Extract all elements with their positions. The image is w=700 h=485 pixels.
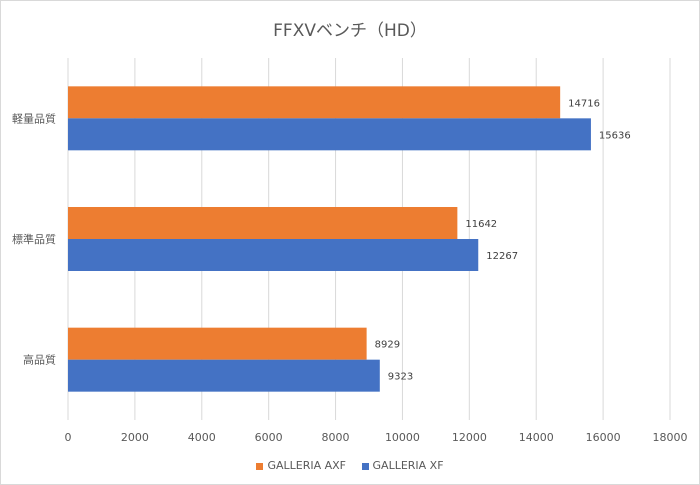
bar xyxy=(68,86,561,119)
data-label: 9323 xyxy=(388,372,413,383)
legend: GALLERIA AXF GALLERIA XF xyxy=(0,459,700,472)
x-tick-label: 2000 xyxy=(121,431,149,444)
bar xyxy=(68,327,367,360)
x-tick-label: 14000 xyxy=(519,431,554,444)
legend-swatch-axf xyxy=(256,462,264,470)
legend-label-xf: GALLERIA XF xyxy=(372,459,444,472)
chart-title: FFXVベンチ（HD） xyxy=(273,21,427,41)
x-tick-label: 4000 xyxy=(188,431,216,444)
x-tick-label: 8000 xyxy=(322,431,350,444)
data-label: 14716 xyxy=(568,98,600,109)
data-label: 8929 xyxy=(375,340,400,351)
legend-label-axf: GALLERIA AXF xyxy=(267,459,347,472)
y-category-label: 高品質 xyxy=(23,353,56,367)
x-tick-label: 6000 xyxy=(255,431,283,444)
y-category-label: 軽量品質 xyxy=(12,111,56,125)
legend-swatch-xf xyxy=(361,462,369,470)
x-tick-label: 12000 xyxy=(452,431,487,444)
data-label: 12267 xyxy=(486,251,518,262)
legend-item-axf: GALLERIA AXF xyxy=(256,459,346,472)
bar xyxy=(68,118,591,151)
x-tick-label: 0 xyxy=(65,431,72,444)
x-tick-label: 16000 xyxy=(586,431,621,444)
x-tick-label: 10000 xyxy=(385,431,420,444)
bar xyxy=(68,359,380,392)
legend-item-xf: GALLERIA XF xyxy=(361,459,444,472)
bar xyxy=(68,207,458,239)
data-label: 15636 xyxy=(599,130,631,141)
y-category-label: 標準品質 xyxy=(12,232,56,246)
data-label: 11642 xyxy=(465,219,497,230)
x-tick-label: 18000 xyxy=(653,431,688,444)
bar xyxy=(68,239,479,271)
